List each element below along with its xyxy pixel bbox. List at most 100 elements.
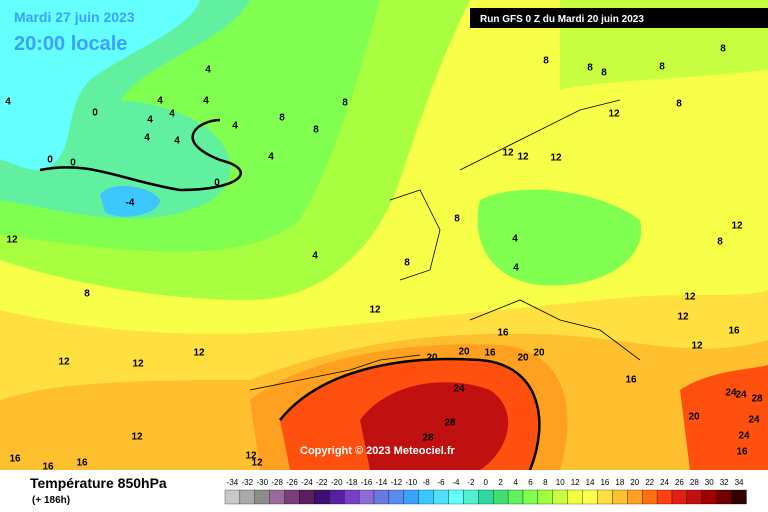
contour-label: 8 [676, 99, 682, 110]
scale-label: -2 [467, 478, 475, 487]
scale-label: -24 [301, 478, 313, 487]
scale-label: -10 [405, 478, 417, 487]
scale-label: -34 [227, 478, 239, 487]
contour-label: 4 [205, 65, 211, 76]
scale-swatch [284, 489, 300, 505]
contour-label: 12 [608, 109, 620, 120]
contour-label: 24 [453, 384, 465, 395]
scale-label: 22 [645, 478, 654, 487]
scale-swatch [403, 489, 419, 505]
scale-swatch [314, 489, 330, 505]
scale-label: 6 [528, 478, 533, 487]
scale-swatch [701, 489, 717, 505]
contour-label: 8 [454, 214, 460, 225]
contour-label: 4 [268, 152, 274, 163]
contour-label: 12 [6, 235, 18, 246]
scale-label: -20 [331, 478, 343, 487]
scale-label: -14 [376, 478, 388, 487]
contour-label: 24 [735, 390, 747, 401]
contour-label: 28 [751, 394, 763, 405]
scale-swatch [478, 489, 494, 505]
contour-label: 8 [84, 289, 90, 300]
scale-label: 4 [513, 478, 518, 487]
contour-label: 16 [736, 447, 748, 458]
contour-label: 8 [720, 44, 726, 55]
scale-label: -26 [286, 478, 298, 487]
contour-label: 4 [312, 251, 318, 262]
scale-label: -16 [361, 478, 373, 487]
scale-swatch [627, 489, 643, 505]
scale-swatch [597, 489, 613, 505]
contour-label: 24 [725, 388, 737, 399]
scale-swatch [433, 489, 449, 505]
contour-label: 8 [342, 98, 348, 109]
scale-swatch [671, 489, 688, 505]
contour-label: 16 [484, 348, 496, 359]
contour-label: 4 [5, 97, 11, 108]
scale-label: -8 [423, 478, 431, 487]
scale-swatch [329, 489, 345, 505]
contour-label: 28 [422, 433, 434, 444]
contour-label: 12 [132, 359, 144, 370]
scale-label: 0 [484, 478, 489, 487]
scale-swatch [224, 489, 241, 505]
contour-label: 8 [313, 125, 319, 136]
footer-lead: (+ 186h) [32, 495, 70, 506]
scale-swatch [582, 489, 598, 505]
contour-label: 16 [497, 328, 509, 339]
contour-label: 20 [533, 348, 545, 359]
scale-label: 30 [705, 478, 714, 487]
scale-swatch [642, 489, 658, 505]
contour-label: 12 [517, 152, 529, 163]
contour-label: 20 [458, 347, 470, 358]
scale-swatch [344, 489, 360, 505]
footer-title: Température 850hPa [30, 475, 167, 491]
map-date: Mardi 27 juin 2023 [14, 9, 135, 25]
scale-label: 16 [600, 478, 609, 487]
scale-label: 2 [498, 478, 503, 487]
scale-swatch [299, 489, 315, 505]
contour-label: 0 [47, 155, 53, 166]
scale-swatch [358, 489, 375, 505]
scale-swatch [493, 489, 509, 505]
contour-label: 8 [404, 258, 410, 269]
scale-label: -32 [242, 478, 254, 487]
contour-label: 8 [717, 237, 723, 248]
scale-label: -12 [391, 478, 403, 487]
contour-label: 4 [232, 121, 238, 132]
contour-label: 12 [731, 221, 743, 232]
scale-swatch [537, 489, 553, 505]
contour-label: 4 [144, 133, 150, 144]
scale-swatch [254, 489, 270, 505]
scale-swatch [448, 489, 464, 505]
scale-label: 26 [675, 478, 684, 487]
scale-label: 10 [556, 478, 565, 487]
contour-label: 12 [131, 432, 143, 443]
contour-label: 24 [748, 415, 760, 426]
contour-label: 0 [214, 178, 220, 189]
contour-label: 4 [174, 136, 180, 147]
copyright: Copyright © 2023 Meteociel.fr [300, 445, 456, 457]
scale-swatch [686, 489, 702, 505]
scale-swatch [463, 489, 479, 505]
scale-label: -18 [346, 478, 358, 487]
scale-swatch [522, 489, 539, 505]
contour-label: 12 [502, 148, 514, 159]
contour-label: 16 [76, 458, 88, 469]
contour-label: 12 [677, 312, 689, 323]
scale-label: 24 [660, 478, 669, 487]
contour-label: 4 [512, 234, 518, 245]
contour-label: 12 [369, 305, 381, 316]
scale-swatch [716, 489, 732, 505]
contour-label: 0 [92, 108, 98, 119]
scale-label: 12 [571, 478, 580, 487]
contour-label: 20 [517, 353, 529, 364]
scale-label: -4 [452, 478, 460, 487]
scale-label: 20 [630, 478, 639, 487]
contour-label: 12 [251, 458, 263, 469]
contour-label: 4 [513, 263, 519, 274]
scale-label: -22 [316, 478, 328, 487]
scale-label: 8 [543, 478, 548, 487]
